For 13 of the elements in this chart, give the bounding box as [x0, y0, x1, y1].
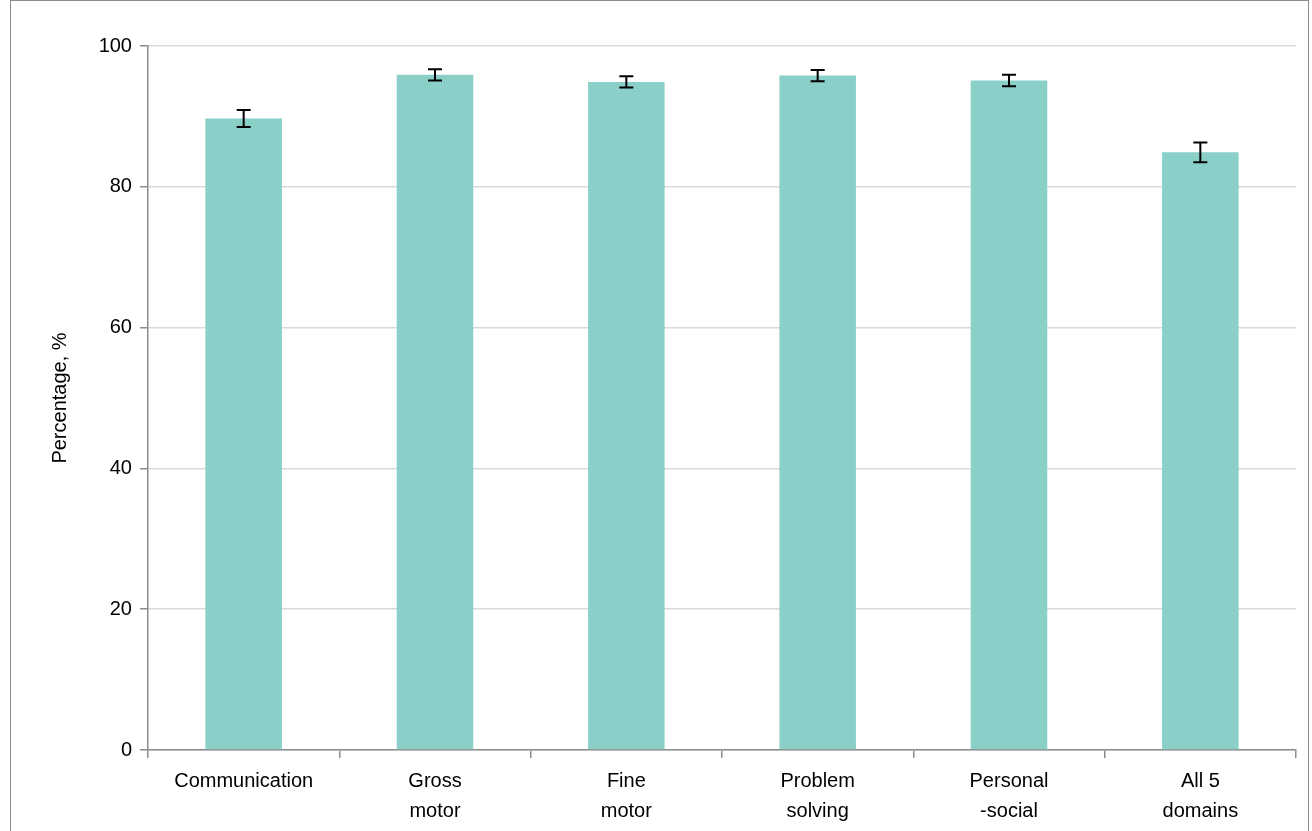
- y-tick-label: 80: [109, 174, 132, 197]
- y-tick-label: 60: [109, 315, 132, 338]
- x-tick-label: All 5 domains: [1162, 768, 1239, 821]
- x-tick-label: Communication: [174, 768, 314, 791]
- x-tick-label: Problem solving: [780, 768, 855, 821]
- x-tick-label: Personal -social: [969, 768, 1049, 821]
- x-tick-label: Gross motor: [408, 768, 462, 821]
- y-tick-label: 40: [109, 455, 132, 478]
- y-tick-label: 20: [109, 596, 132, 619]
- x-tick-label: Fine motor: [600, 768, 653, 821]
- y-axis-title: Percentage, %: [47, 332, 70, 464]
- y-tick-label: 0: [120, 737, 132, 760]
- y-tick-label: 100: [98, 33, 132, 56]
